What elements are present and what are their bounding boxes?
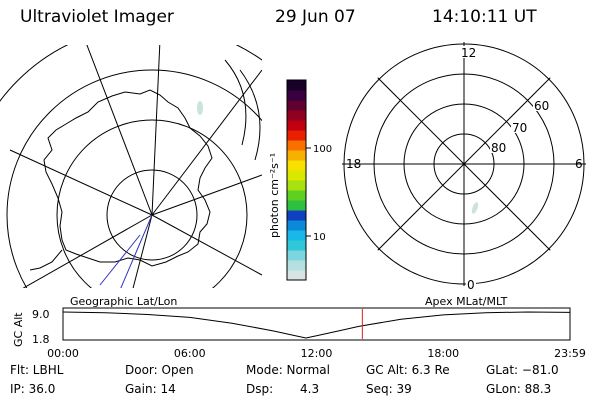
colorbar-cell — [287, 120, 306, 131]
chart-xtick-label: 06:00 — [174, 347, 206, 360]
mlat-label-70: 70 — [512, 121, 527, 135]
instrument-title: Ultraviolet Imager — [20, 7, 174, 27]
meridian — [151, 45, 161, 216]
colorbar-cell — [287, 190, 306, 201]
glat-info: GLat: −81.0 — [486, 363, 559, 377]
dsp-value: 4.3 — [300, 382, 320, 396]
peninsula-outline — [29, 249, 63, 271]
meridian — [22, 214, 153, 288]
colorbar-cell — [287, 220, 306, 231]
emission-patch — [197, 101, 203, 115]
altitude-chart: GC Alt 9.0 1.8 00:00 06:00 12:00 18:00 23:59 — [12, 307, 586, 360]
time-label: 14:10:11 UT — [432, 7, 537, 27]
mlt-label-12: 12 — [461, 46, 476, 60]
colorbar-tick-100: 100 — [313, 144, 332, 155]
continent-outline — [43, 89, 213, 267]
apex-caption: Apex MLat/MLT — [425, 295, 508, 308]
chart-ylabel: GC Alt — [12, 312, 25, 347]
meridian — [151, 214, 262, 276]
colorbar-cell — [287, 250, 306, 261]
gc-alt-info: GC Alt: 6.3 Re — [366, 363, 450, 377]
gain-info: Gain: 14 — [125, 382, 176, 396]
colorbar-cell — [287, 240, 306, 251]
filter-info: Flt: LBHL — [10, 363, 64, 377]
meridian — [151, 174, 262, 216]
terminator-line — [120, 214, 153, 288]
chart-xtick-label: 18:00 — [427, 347, 459, 360]
colorbar-cell — [287, 130, 306, 141]
colorbar-cell — [287, 90, 306, 101]
meridian — [151, 69, 262, 216]
glon-info: GLon: 88.3 — [486, 382, 552, 396]
outer-arc — [239, 69, 261, 161]
chart-frame — [62, 307, 571, 341]
mlt-label-0: 0 — [467, 278, 475, 292]
colorbar-cell — [287, 270, 306, 281]
colorbar-label: photon cm⁻²s⁻¹ — [268, 153, 281, 238]
geographic-map — [0, 45, 262, 288]
mlat-circle-70 — [403, 103, 525, 225]
mode-info: Mode: Normal — [246, 363, 330, 377]
meridian — [86, 45, 153, 216]
colorbar-cell — [287, 260, 306, 271]
chart-ytick-bottom: 1.8 — [32, 333, 50, 346]
colorbar-cell — [287, 100, 306, 111]
lat-circle-outer — [6, 69, 262, 288]
door-info: Door: Open — [125, 363, 194, 377]
colorbar-cell — [287, 230, 306, 241]
emission-patch — [471, 202, 479, 214]
dsp-label: Dsp: — [246, 382, 274, 396]
outer-arc — [224, 59, 247, 146]
colorbar-cell — [287, 140, 306, 151]
color-bar — [287, 80, 306, 281]
terminator-line — [99, 234, 141, 286]
chart-ytick-top: 9.0 — [32, 308, 50, 321]
lat-circle-inner — [106, 169, 198, 261]
mlt-label-6: 6 — [575, 157, 583, 171]
chart-xtick-label: 00:00 — [47, 347, 79, 360]
colorbar-tick-10: 10 — [313, 232, 326, 243]
colorbar-cell — [287, 80, 306, 91]
mlat-circle-60 — [373, 73, 555, 255]
colorbar-cell — [287, 150, 306, 161]
lat-circle-mid — [56, 119, 248, 288]
chart-xtick-label: 23:59 — [554, 347, 586, 360]
colorbar-cell — [287, 160, 306, 171]
colorbar-cell — [287, 110, 306, 121]
mlt-label-18: 18 — [346, 157, 361, 171]
colorbar-cell — [287, 170, 306, 181]
colorbar-cell — [287, 200, 306, 211]
mlat-circle-50 — [343, 43, 585, 285]
colorbar-cell — [287, 210, 306, 221]
mlat-label-60: 60 — [534, 99, 549, 113]
meridian — [9, 149, 153, 216]
polar-plot — [342, 42, 586, 286]
date-label: 29 Jun 07 — [275, 7, 356, 27]
meridian — [132, 214, 153, 288]
altitude-series-line — [62, 311, 570, 339]
mlat-label-80: 80 — [491, 141, 506, 155]
chart-xtick-label: 12:00 — [301, 347, 333, 360]
seq-info: Seq: 39 — [366, 382, 412, 396]
geographic-caption: Geographic Lat/Lon — [70, 295, 177, 308]
mlat-circle-80 — [433, 133, 495, 195]
ip-info: IP: 36.0 — [10, 382, 56, 396]
colorbar-cell — [287, 180, 306, 191]
